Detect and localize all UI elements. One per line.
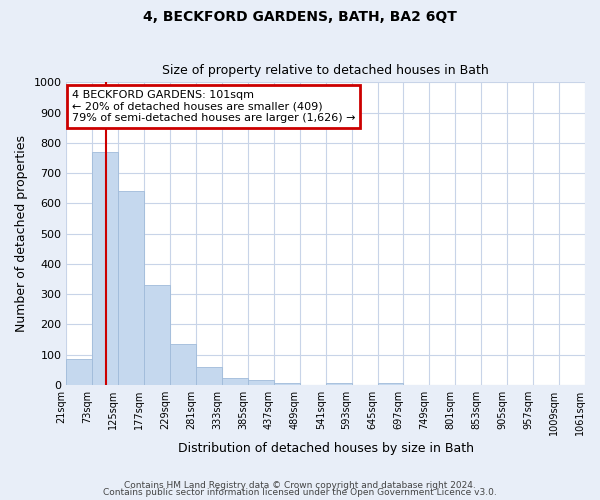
Bar: [170, 344, 196, 385]
X-axis label: Distribution of detached houses by size in Bath: Distribution of detached houses by size …: [178, 442, 474, 455]
Text: Contains HM Land Registry data © Crown copyright and database right 2024.: Contains HM Land Registry data © Crown c…: [124, 480, 476, 490]
Text: Contains public sector information licensed under the Open Government Licence v3: Contains public sector information licen…: [103, 488, 497, 497]
Bar: [377, 382, 403, 385]
Text: 4, BECKFORD GARDENS, BATH, BA2 6QT: 4, BECKFORD GARDENS, BATH, BA2 6QT: [143, 10, 457, 24]
Bar: [144, 285, 170, 385]
Bar: [248, 380, 274, 385]
Bar: [326, 382, 352, 385]
Bar: [196, 367, 222, 385]
Bar: [274, 382, 300, 385]
Bar: [92, 152, 118, 385]
Bar: [222, 378, 248, 385]
Bar: [67, 359, 92, 385]
Bar: [118, 192, 144, 385]
Y-axis label: Number of detached properties: Number of detached properties: [15, 135, 28, 332]
Title: Size of property relative to detached houses in Bath: Size of property relative to detached ho…: [163, 64, 489, 77]
Text: 4 BECKFORD GARDENS: 101sqm
← 20% of detached houses are smaller (409)
79% of sem: 4 BECKFORD GARDENS: 101sqm ← 20% of deta…: [71, 90, 355, 123]
